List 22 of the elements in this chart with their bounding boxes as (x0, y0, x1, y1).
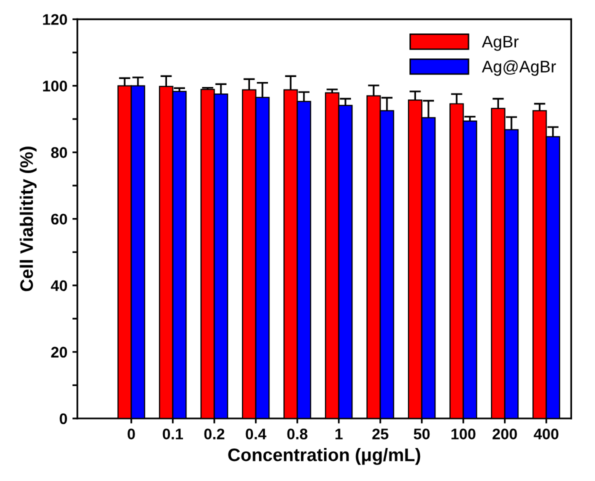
x-tick-label: 0 (128, 428, 135, 440)
y-tick-label: 40 (50, 280, 68, 292)
y-tick-label: 20 (51, 346, 68, 358)
x-tick-label: 0.4 (246, 428, 266, 440)
legend-label: AgBr (482, 36, 519, 51)
x-tick-label: 50 (414, 428, 430, 440)
x-axis-title: Concentration (μg/mL) (228, 448, 420, 465)
y-tick-label: 120 (43, 14, 68, 25)
x-tick-label: 200 (492, 428, 517, 440)
x-tick-label: 1 (336, 428, 343, 440)
x-tick-label: 400 (534, 428, 558, 440)
y-axis-title: Cell Viablitity (%) (20, 146, 37, 292)
y-tick-label: 60 (51, 214, 68, 225)
y-tick-label: 80 (51, 147, 68, 158)
y-tick-label: 100 (43, 80, 68, 92)
legend-label: Ag@AgBr (482, 60, 556, 76)
x-tick-label: 0.1 (162, 428, 183, 440)
x-tick-label: 25 (372, 428, 388, 440)
y-tick-label: 0 (60, 413, 67, 424)
x-tick-label: 100 (452, 428, 476, 440)
x-tick-label: 0.2 (204, 428, 224, 440)
x-tick-label: 0.8 (287, 428, 308, 440)
